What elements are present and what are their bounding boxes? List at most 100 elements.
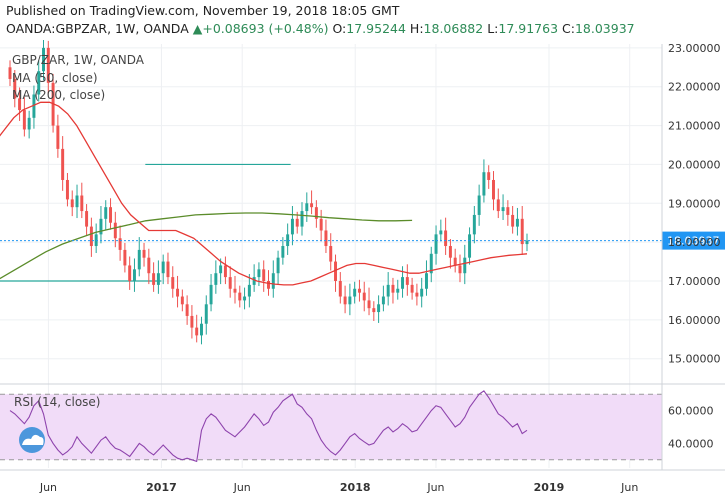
candle-body[interactable] [89, 226, 93, 247]
candle-body[interactable] [37, 71, 41, 95]
candle-body[interactable] [27, 117, 31, 130]
candle-body[interactable] [492, 179, 495, 200]
candle-body[interactable] [161, 261, 165, 274]
candle-body[interactable] [176, 288, 180, 297]
candle-body[interactable] [271, 273, 275, 289]
candle-body[interactable] [46, 47, 50, 83]
candle-body[interactable] [496, 199, 500, 212]
candle-body[interactable] [152, 273, 156, 285]
candle-body[interactable] [391, 284, 395, 293]
candle-body[interactable] [104, 207, 108, 219]
candle-body[interactable] [276, 257, 280, 274]
candle-body[interactable] [8, 67, 12, 79]
candle-body[interactable] [223, 265, 227, 278]
candle-body[interactable] [515, 218, 519, 227]
candle-body[interactable] [199, 323, 203, 336]
candle-body[interactable] [262, 269, 266, 281]
candle-body[interactable] [305, 203, 309, 212]
candle-body[interactable] [65, 179, 69, 200]
candle-body[interactable] [525, 240, 529, 245]
candle-body[interactable] [453, 257, 457, 266]
candle-body[interactable] [401, 277, 405, 289]
candle-body[interactable] [233, 288, 237, 293]
candle-body[interactable] [472, 214, 476, 235]
candle-body[interactable] [195, 327, 199, 336]
candle-body[interactable] [343, 296, 347, 305]
candle-body[interactable] [190, 315, 194, 328]
candle-body[interactable] [482, 172, 486, 196]
candle-body[interactable] [109, 207, 113, 223]
candle-body[interactable] [439, 230, 443, 235]
candle-body[interactable] [290, 218, 294, 235]
rsi-pane[interactable]: 40.0000 60.0000 [0, 390, 714, 463]
candle-body[interactable] [142, 249, 146, 258]
candle-body[interactable] [506, 207, 510, 215]
candle-body[interactable] [42, 47, 45, 72]
candle-body[interactable] [520, 218, 524, 245]
candles[interactable] [8, 40, 529, 345]
candle-body[interactable] [243, 296, 247, 301]
candle-body[interactable] [386, 284, 390, 297]
candle-body[interactable] [13, 78, 17, 99]
candle-body[interactable] [18, 98, 22, 111]
candle-body[interactable] [300, 211, 304, 227]
candle-body[interactable] [147, 257, 151, 274]
candle-body[interactable] [415, 292, 419, 297]
candle-body[interactable] [118, 238, 122, 250]
candle-body[interactable] [166, 261, 170, 278]
candle-body[interactable] [281, 246, 285, 258]
candle-body[interactable] [424, 273, 428, 289]
candle-body[interactable] [487, 172, 491, 180]
candle-body[interactable] [448, 246, 452, 258]
candle-body[interactable] [420, 288, 424, 297]
candle-body[interactable] [75, 195, 79, 208]
candle-body[interactable] [22, 110, 26, 130]
candle-body[interactable] [171, 277, 175, 289]
candle-body[interactable] [56, 125, 60, 149]
candle-body[interactable] [468, 234, 472, 258]
candle-body[interactable] [357, 288, 361, 293]
candle-body[interactable] [362, 292, 366, 301]
candle-body[interactable] [295, 218, 299, 227]
candle-body[interactable] [180, 296, 184, 305]
candle-body[interactable] [444, 230, 448, 247]
candle-body[interactable] [137, 249, 141, 270]
candle-body[interactable] [381, 296, 385, 305]
candle-body[interactable] [228, 277, 232, 289]
candle-body[interactable] [324, 230, 328, 247]
candle-body[interactable] [477, 195, 481, 215]
candle-body[interactable] [214, 273, 218, 285]
candle-body[interactable] [501, 207, 505, 212]
candle-body[interactable] [247, 284, 251, 297]
candle-body[interactable] [238, 292, 242, 301]
candle-body[interactable] [377, 304, 381, 313]
candle-body[interactable] [204, 304, 208, 324]
candle-body[interactable] [310, 203, 314, 208]
candle-body[interactable] [156, 273, 160, 285]
candle-body[interactable] [329, 246, 333, 262]
candle-body[interactable] [128, 265, 132, 281]
candle-body[interactable] [257, 269, 261, 278]
candle-body[interactable] [429, 253, 433, 274]
candle-body[interactable] [85, 211, 89, 227]
price-chart[interactable]: 18.03937 40.0000 60.0000 15.00000 16.00000… [0, 40, 725, 503]
candle-body[interactable] [319, 218, 323, 231]
candle-body[interactable] [32, 94, 36, 118]
candle-body[interactable] [123, 249, 127, 266]
candle-body[interactable] [405, 277, 409, 285]
candle-body[interactable] [113, 222, 117, 239]
candle-body[interactable] [353, 288, 357, 297]
candle-body[interactable] [458, 265, 462, 274]
candle-body[interactable] [511, 214, 515, 227]
candle-body[interactable] [185, 304, 189, 316]
candle-body[interactable] [209, 284, 213, 305]
candle-body[interactable] [99, 218, 103, 235]
candle-body[interactable] [61, 148, 65, 180]
candle-body[interactable] [334, 261, 338, 281]
candle-body[interactable] [434, 234, 438, 254]
candle-body[interactable] [410, 284, 414, 293]
candle-body[interactable] [463, 257, 467, 274]
candle-body[interactable] [267, 280, 270, 289]
candle-body[interactable] [70, 199, 74, 208]
candle-body[interactable] [396, 288, 400, 293]
